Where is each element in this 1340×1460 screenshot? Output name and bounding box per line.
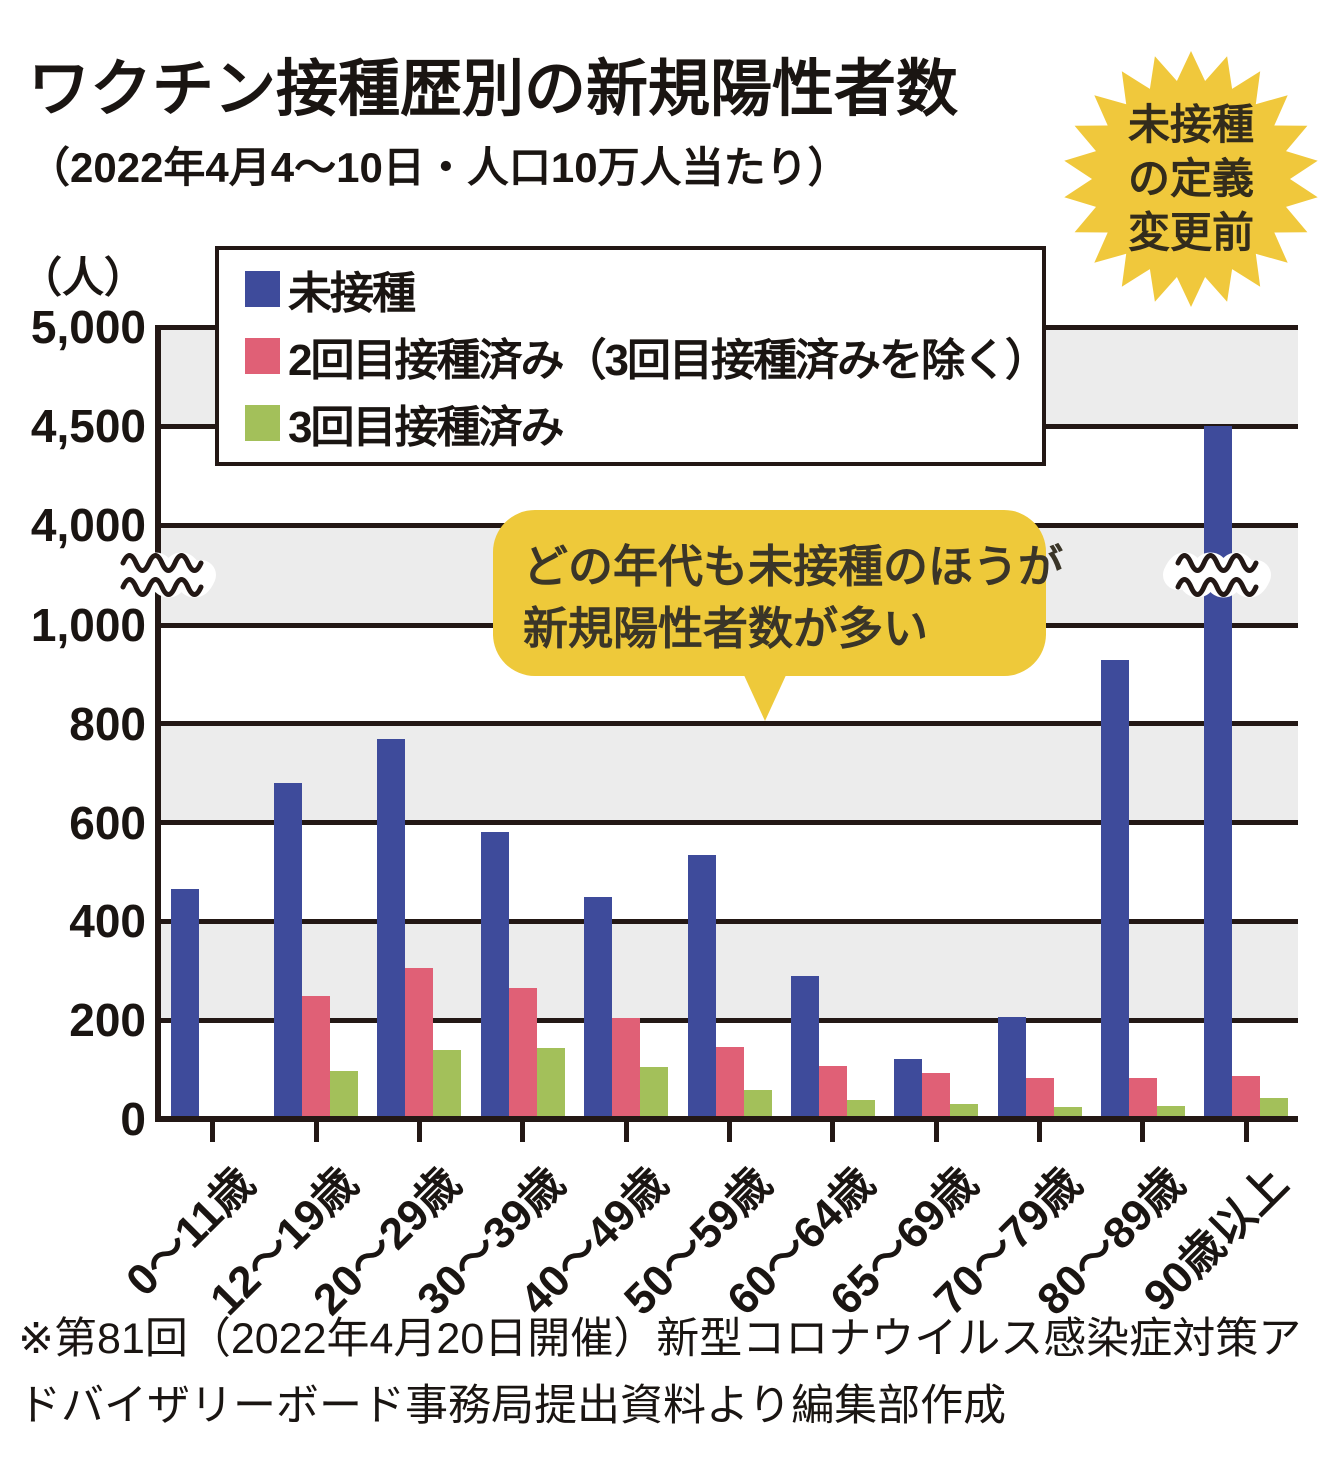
legend: 未接種 2回目接種済み（3回目接種済みを除く） 3回目接種済み bbox=[215, 246, 1049, 466]
legend-swatch-icon bbox=[245, 337, 280, 374]
bar bbox=[274, 783, 303, 1116]
y-tick-label: 800 bbox=[69, 697, 146, 750]
axis-break-icon bbox=[1163, 553, 1272, 597]
legend-swatch-icon bbox=[245, 404, 280, 441]
legend-label: 3回目接種済み bbox=[288, 402, 564, 452]
y-tick-label: 400 bbox=[69, 895, 146, 948]
badge-line: 未接種 bbox=[1127, 101, 1254, 148]
bar bbox=[818, 1066, 847, 1116]
legend-item: 3回目接種済み bbox=[245, 391, 1032, 455]
legend-item: 2回目接種済み（3回目接種済みを除く） bbox=[245, 324, 1049, 388]
bar bbox=[894, 1058, 923, 1116]
y-tick-label: 4,000 bbox=[30, 499, 146, 551]
bar bbox=[1025, 1077, 1054, 1116]
bar bbox=[1100, 659, 1129, 1116]
y-tick-label: 0 bbox=[120, 1093, 146, 1145]
bar bbox=[687, 854, 716, 1116]
bar bbox=[743, 1090, 772, 1116]
bar bbox=[1128, 1078, 1157, 1116]
bar bbox=[1260, 1098, 1289, 1116]
x-axis-tick bbox=[830, 1122, 836, 1142]
bar bbox=[330, 1071, 359, 1116]
axis-break-wave bbox=[120, 577, 204, 597]
bar bbox=[536, 1047, 565, 1116]
bar bbox=[997, 1016, 1026, 1116]
axis-break-wave bbox=[1175, 577, 1259, 597]
gridline bbox=[155, 918, 1298, 924]
x-axis-tick bbox=[933, 1122, 939, 1142]
starburst-badge: 未接種 の定義 変更前 bbox=[1041, 29, 1340, 329]
bar bbox=[950, 1104, 979, 1116]
bar bbox=[640, 1066, 669, 1116]
badge-line: 変更前 bbox=[1127, 209, 1254, 256]
bar bbox=[1053, 1106, 1082, 1116]
bar bbox=[433, 1049, 462, 1116]
page-title: ワクチン接種歴別の新規陽性者数 bbox=[28, 55, 959, 124]
y-axis-unit-label: （人） bbox=[19, 254, 146, 301]
starburst-icon bbox=[1064, 51, 1318, 307]
bar bbox=[715, 1046, 744, 1116]
y-tick-label: 600 bbox=[69, 796, 146, 849]
bar bbox=[846, 1100, 875, 1116]
x-axis-tick bbox=[727, 1122, 732, 1142]
legend-label: 未接種 bbox=[288, 269, 416, 319]
y-tick-label: 200 bbox=[69, 994, 146, 1047]
gridline bbox=[155, 721, 1298, 727]
x-axis-tick bbox=[1037, 1122, 1043, 1142]
axis-break-wave bbox=[120, 553, 204, 573]
bar bbox=[922, 1073, 951, 1116]
bar bbox=[377, 738, 406, 1116]
starburst-shape bbox=[1064, 51, 1318, 307]
bar bbox=[302, 996, 331, 1116]
bar bbox=[480, 832, 509, 1116]
legend-item: 未接種 bbox=[245, 257, 1032, 321]
x-axis-tick bbox=[520, 1122, 526, 1142]
y-tick-label: 1,000 bbox=[30, 599, 146, 651]
callout-tail bbox=[743, 673, 787, 721]
x-axis-tick bbox=[210, 1122, 216, 1142]
axis-break-wave bbox=[108, 553, 216, 597]
gridline bbox=[155, 1017, 1298, 1023]
x-axis-tick bbox=[623, 1122, 629, 1142]
page-subtitle: （2022年4月4～10日・人口10万人当たり） bbox=[28, 144, 850, 191]
bar bbox=[1204, 426, 1233, 1116]
source-footnote: ※第81回（2022年4月20日開催）新型コロナウイルス感染症対策アドバイザリー… bbox=[18, 1315, 1302, 1430]
callout-bubble: どの年代も未接種のほうが 新規陽性者数が多い bbox=[493, 510, 1064, 721]
x-axis bbox=[155, 1116, 1298, 1122]
bar bbox=[170, 889, 199, 1116]
x-axis-tick bbox=[1140, 1122, 1146, 1142]
badge-line: の定義 bbox=[1127, 155, 1254, 202]
callout-line: どの年代も未接種のほうが bbox=[523, 541, 1064, 592]
bar bbox=[790, 975, 819, 1116]
bar bbox=[1156, 1105, 1185, 1116]
bar bbox=[1232, 1075, 1261, 1116]
y-tick-label: 4,500 bbox=[30, 400, 146, 452]
legend-label: 2回目接種済み（3回目接種済みを除く） bbox=[288, 335, 1049, 385]
bar bbox=[584, 896, 613, 1116]
axis-break-icon bbox=[108, 553, 216, 597]
x-axis-tick bbox=[416, 1122, 422, 1142]
bar bbox=[405, 968, 434, 1116]
axis-break-wave bbox=[1175, 553, 1259, 573]
y-axis bbox=[155, 327, 161, 1122]
x-axis-tick bbox=[313, 1122, 319, 1142]
bar bbox=[612, 1017, 641, 1116]
bar bbox=[508, 988, 537, 1116]
legend-swatch-icon bbox=[245, 271, 280, 308]
axis-break-wave bbox=[1163, 553, 1272, 597]
x-axis-tick bbox=[1243, 1122, 1249, 1142]
gridline bbox=[155, 820, 1298, 826]
y-tick-label: 5,000 bbox=[30, 301, 146, 353]
badge-text: 未接種 の定義 変更前 bbox=[1041, 29, 1340, 329]
callout-line: 新規陽性者数が多い bbox=[523, 603, 929, 654]
